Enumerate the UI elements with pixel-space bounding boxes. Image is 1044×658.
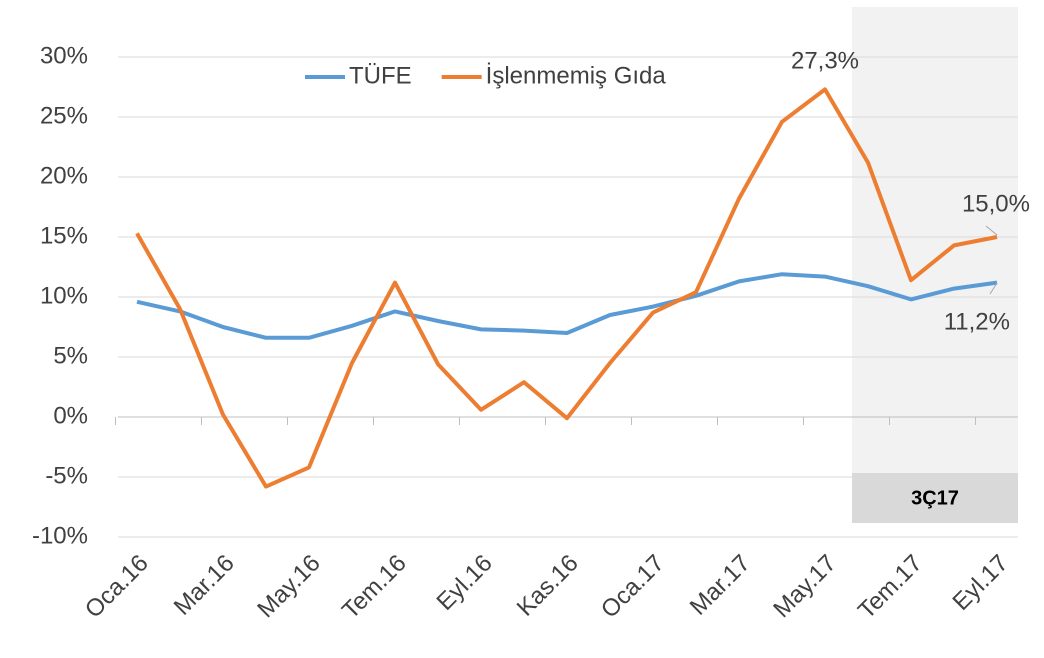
highlight-region — [852, 7, 1018, 473]
x-tick-label: Oca.16 — [80, 550, 154, 624]
y-tick-label: 20% — [40, 162, 88, 189]
y-tick-label: 15% — [40, 222, 88, 249]
x-tick-label: Tem.17 — [853, 550, 928, 625]
x-tick-label: May.16 — [252, 550, 325, 623]
x-tick-label: Oca.17 — [596, 550, 670, 624]
x-tick-label: Eyl.17 — [947, 550, 1013, 616]
data-label: 27,3% — [791, 47, 859, 74]
legend-label: İşlenmemiş Gıda — [486, 62, 667, 89]
x-tick-label: Eyl.16 — [431, 550, 497, 616]
x-tick-label: Mar.16 — [169, 550, 240, 621]
y-tick-label: 25% — [40, 102, 88, 129]
x-tick-label: May.17 — [768, 550, 841, 623]
legend-label: TÜFE — [349, 62, 412, 89]
y-tick-label: 10% — [40, 282, 88, 309]
x-tick-label: Kas.16 — [512, 550, 584, 622]
x-tick-label: Mar.17 — [685, 550, 756, 621]
highlight-label: 3Ç17 — [911, 487, 959, 509]
highlight-label-box — [852, 473, 1018, 523]
y-tick-label: 0% — [53, 402, 88, 429]
y-tick-label: 5% — [53, 342, 88, 369]
series-line — [136, 272, 998, 340]
leader-line — [989, 282, 998, 295]
y-tick-label: 30% — [40, 42, 88, 69]
data-label: 15,0% — [962, 190, 1030, 217]
y-tick-label: -5% — [45, 462, 88, 489]
data-label: 11,2% — [944, 308, 1010, 335]
x-tick-label: Tem.16 — [337, 550, 412, 625]
series-line — [135, 87, 998, 489]
leader-line — [985, 225, 998, 236]
y-tick-label: -10% — [32, 522, 88, 549]
